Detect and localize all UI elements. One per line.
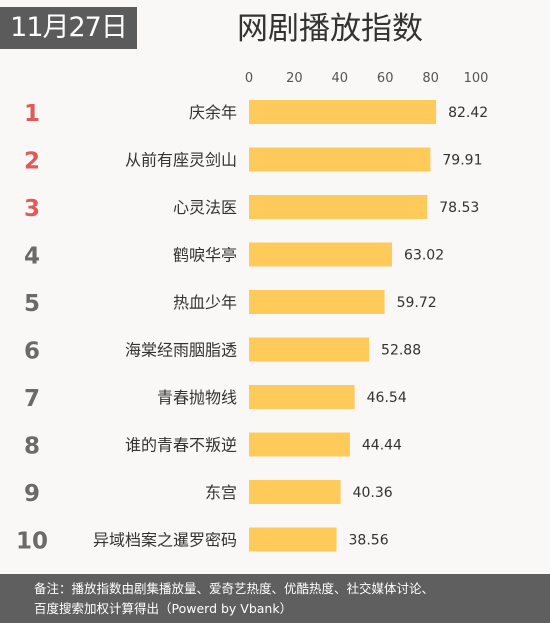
category-label: 东宫	[205, 483, 237, 502]
rank-label: 5	[24, 291, 40, 317]
rank-label: 2	[24, 149, 40, 175]
category-label: 心灵法医	[173, 198, 237, 217]
rank-label: 9	[24, 481, 40, 507]
category-label: 从前有座灵剑山	[125, 151, 237, 170]
value-label: 63.02	[404, 248, 444, 264]
footer-line-2: 百度搜索加权计算得出（Powerd by Vbank）	[34, 601, 293, 616]
value-label: 82.42	[448, 105, 488, 121]
bar-chart: 0 20 40 60 80 100 1 庆余年 82.42 2 从前有座灵剑山 79.91 3 心灵法医 7…	[16, 71, 489, 555]
x-tick-label: 80	[422, 71, 439, 86]
rank-label: 1	[24, 101, 40, 127]
category-label: 庆余年	[189, 103, 237, 122]
bar	[249, 432, 350, 457]
bar	[249, 527, 337, 552]
x-tick-label: 20	[286, 71, 303, 86]
bar	[249, 100, 437, 124]
x-tick-label: 40	[332, 71, 349, 86]
date-badge: 11月27日	[0, 7, 137, 49]
bar	[249, 337, 370, 362]
category-label: 鹤唳华亭	[173, 246, 237, 265]
bar	[249, 290, 385, 314]
category-label: 谁的青春不叛逆	[125, 436, 237, 455]
x-tick-label: 0	[245, 71, 253, 86]
category-label: 热血少年	[173, 293, 237, 312]
value-label: 52.88	[381, 343, 421, 359]
category-label: 青春抛物线	[157, 388, 237, 407]
value-label: 59.72	[397, 295, 437, 311]
category-label: 异域档案之暹罗密码	[93, 531, 237, 550]
bar	[249, 480, 341, 504]
rank-label: 8	[24, 434, 40, 460]
bar	[249, 242, 393, 267]
value-label: 44.44	[362, 438, 402, 454]
rank-label: 6	[24, 339, 40, 365]
bar	[249, 385, 355, 409]
rank-label: 7	[24, 386, 40, 412]
value-label: 38.56	[349, 533, 389, 549]
rank-label: 10	[16, 529, 48, 555]
category-label: 海棠经雨胭脂透	[125, 341, 237, 360]
footer-line-1: 备注：播放指数由剧集播放量、爱奇艺热度、优酷热度、社交媒体讨论、	[34, 581, 435, 596]
bar	[249, 147, 431, 172]
x-tick-label: 100	[464, 71, 489, 86]
rank-label: 3	[24, 196, 40, 222]
chart-title: 网剧播放指数	[237, 11, 423, 47]
footer-note: 备注：播放指数由剧集播放量、爱奇艺热度、优酷热度、社交媒体讨论、 百度搜索加权计…	[0, 574, 550, 623]
value-label: 40.36	[353, 485, 393, 501]
rank-label: 4	[24, 244, 40, 270]
value-label: 79.91	[442, 153, 482, 169]
value-label: 78.53	[439, 200, 479, 216]
bar	[249, 195, 428, 219]
x-tick-label: 60	[377, 71, 394, 86]
value-label: 46.54	[367, 390, 407, 406]
